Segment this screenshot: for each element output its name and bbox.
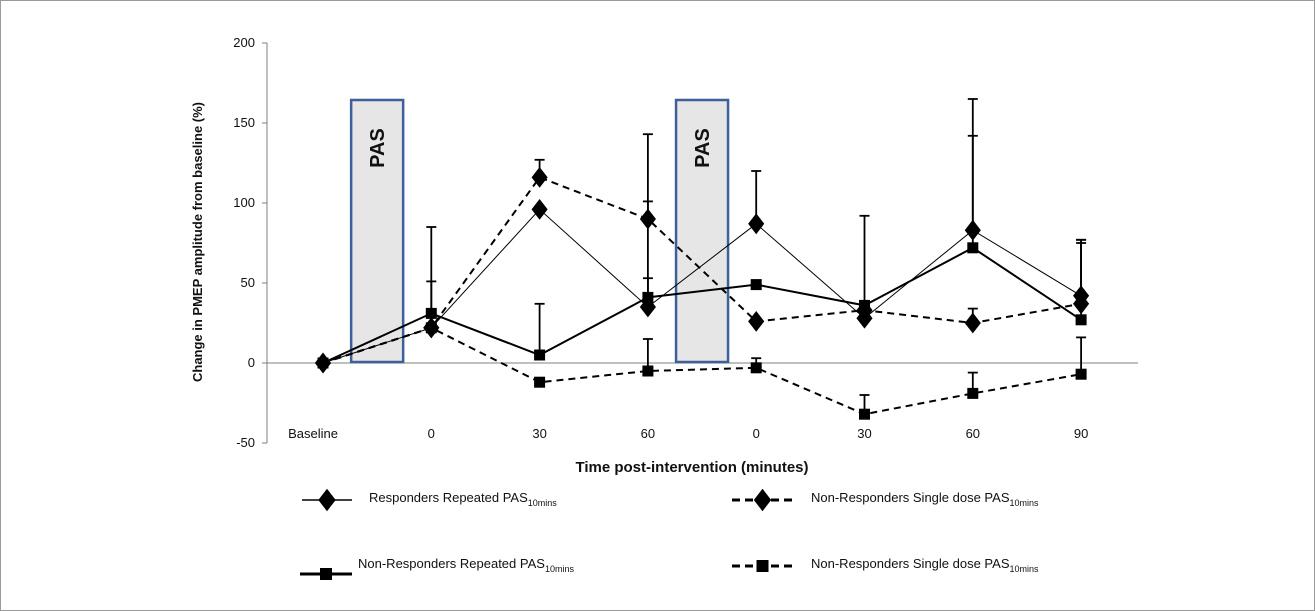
data-point [531, 167, 548, 188]
y-axis-label: Change in PMEP amplitude from baseline (… [190, 102, 205, 382]
legend-label: Responders Repeated PAS10mins [369, 490, 557, 508]
legend-label-sub: 10mins [1010, 564, 1040, 574]
pas-box [349, 98, 405, 364]
x-tick-label: 90 [1074, 426, 1088, 441]
legend-label-sub: 10mins [528, 498, 558, 508]
data-point [639, 296, 656, 318]
x-axis-label: Time post-intervention (minutes) [575, 459, 808, 476]
pas-label: PAS [367, 128, 389, 168]
data-point [531, 199, 548, 220]
data-point [748, 311, 765, 332]
series-group [314, 98, 1090, 420]
y-tick-label: 150 [233, 115, 255, 130]
legend-item-1: Responders Repeated PAS10mins [302, 488, 557, 512]
data-point [425, 307, 437, 319]
legend-swatch-marker [756, 560, 769, 572]
y-tick-label: 100 [233, 195, 255, 210]
data-point [967, 387, 979, 399]
x-tick-label: 0 [753, 426, 760, 441]
series-line [322, 208, 1082, 364]
data-point [639, 208, 656, 230]
data-point [1073, 293, 1090, 315]
data-point [642, 291, 654, 303]
series-line [322, 246, 1082, 364]
data-point [534, 349, 546, 361]
data-point [750, 362, 762, 374]
data-point [1075, 368, 1087, 380]
y-tick-label: 50 [241, 275, 255, 290]
legend-label-main: Non-Responders Single dose PAS [811, 556, 1010, 571]
x-tick-label: 0 [428, 426, 435, 441]
legend-label: Non-Responders Single dose PAS10mins [811, 556, 1039, 574]
x-tick-label: Baseline [288, 426, 338, 441]
series-line [322, 176, 1082, 364]
data-point [967, 242, 979, 254]
axes: 200 150 100 50 0 -50 Baseline 0 30 60 0 30 60 90 [233, 35, 1138, 450]
x-tick-label: 30 [532, 426, 546, 441]
data-point [964, 312, 981, 334]
x-tick-label: 60 [641, 426, 655, 441]
legend-item-4: Non-Responders Single dose PAS10mins [732, 556, 1039, 574]
data-point [642, 365, 654, 377]
x-tick-label: 30 [857, 426, 871, 441]
legend-swatch-marker [753, 488, 772, 512]
pas-label: PAS [692, 128, 714, 168]
legend-item-2: Non-Responders Repeated PAS10mins [300, 556, 574, 580]
x-tick-label: 60 [966, 426, 980, 441]
legend-item-3: Non-Responders Single dose PAS10mins [732, 488, 1039, 512]
data-point [317, 357, 329, 369]
data-point [1075, 314, 1087, 326]
legend-label: Non-Responders Single dose PAS10mins [811, 490, 1039, 508]
series-line [322, 326, 1082, 416]
legend-swatch-marker [320, 568, 332, 580]
pas-intervention-boxes: PAS PAS [349, 98, 730, 364]
legend-label-main: Non-Responders Repeated PAS [358, 556, 545, 571]
y-tick-label: 0 [248, 355, 255, 370]
legend: Responders Repeated PAS10minsNon-Respond… [300, 488, 1039, 580]
y-tick-label: -50 [236, 435, 255, 450]
legend-swatch-marker [318, 488, 336, 512]
series-4 [317, 322, 1087, 420]
legend-label-sub: 10mins [545, 564, 575, 574]
legend-label-main: Responders Repeated PAS [369, 490, 528, 505]
legend-label-sub: 10mins [1010, 498, 1040, 508]
data-point [534, 376, 546, 388]
data-point [859, 408, 870, 420]
pas-box [674, 98, 730, 364]
data-point [748, 213, 765, 235]
data-point [856, 299, 873, 321]
data-point [425, 322, 437, 334]
legend-label-main: Non-Responders Single dose PAS [811, 490, 1010, 505]
y-tick-label: 200 [233, 35, 255, 50]
data-point [750, 279, 762, 291]
legend-label: Non-Responders Repeated PAS10mins [358, 556, 574, 574]
